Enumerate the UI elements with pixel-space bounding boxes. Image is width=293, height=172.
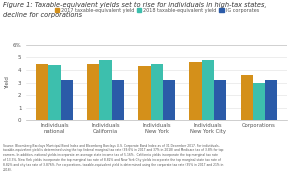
Bar (163, 80, 175, 120)
Bar (112, 80, 124, 120)
Text: Figure 1: Taxable-equivalent yields set to rise for individuals in high-tax stat: Figure 1: Taxable-equivalent yields set … (3, 2, 267, 8)
Bar (100, 61, 112, 120)
Text: decline for corporations: decline for corporations (3, 12, 82, 18)
Bar (151, 64, 163, 120)
Legend: 2017 taxable-equivalent yield, 2018 taxable-equivalent yield, IG corporates: 2017 taxable-equivalent yield, 2018 taxa… (55, 8, 259, 13)
Bar (190, 62, 202, 120)
Bar (253, 83, 265, 120)
Text: Source: Bloomberg Barclays Municipal Bond Index and Bloomberg Barclays U.S. Corp: Source: Bloomberg Barclays Municipal Bon… (3, 143, 223, 172)
Bar (36, 64, 48, 120)
Bar (138, 66, 151, 120)
Bar (202, 60, 214, 120)
Bar (48, 65, 61, 120)
Bar (87, 64, 100, 120)
Bar (241, 75, 253, 120)
Y-axis label: Yield: Yield (5, 76, 10, 89)
Bar (214, 80, 226, 120)
Bar (61, 80, 73, 120)
Bar (265, 80, 277, 120)
